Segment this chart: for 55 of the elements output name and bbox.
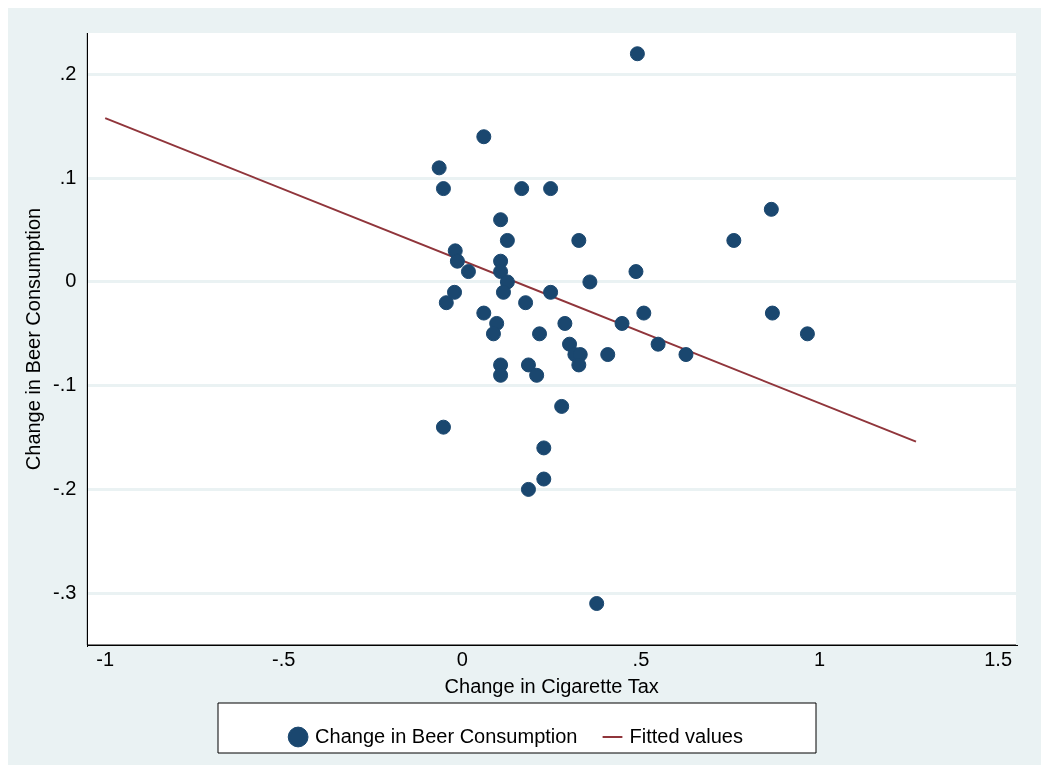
x-axis-title: Change in Cigarette Tax	[444, 674, 659, 697]
point	[499, 232, 515, 248]
point	[726, 232, 742, 248]
point	[476, 129, 492, 145]
y-tick-label: .2	[59, 62, 77, 85]
y-tick-label: -.2	[53, 476, 77, 499]
point	[678, 347, 694, 363]
point	[514, 181, 530, 197]
y-axis-title: Change in Beer Consumption	[21, 207, 44, 471]
point	[636, 305, 652, 321]
y-tick-label: -.3	[53, 580, 77, 603]
point	[532, 326, 548, 342]
point	[438, 295, 454, 311]
point	[460, 264, 476, 280]
y-tick-label: .1	[59, 165, 77, 188]
point	[543, 181, 559, 197]
point	[431, 160, 447, 176]
x-tick-label: .5	[632, 647, 650, 670]
point	[628, 264, 644, 280]
point	[614, 315, 630, 331]
legend-label: Change in Beer Consumption	[315, 724, 578, 747]
y-tick-label: -.1	[53, 373, 77, 396]
y-tick-label: 0	[65, 269, 77, 292]
point	[650, 336, 666, 352]
point	[589, 596, 605, 612]
point	[536, 440, 552, 456]
point	[764, 305, 780, 321]
point	[447, 284, 463, 300]
point	[557, 315, 573, 331]
point	[495, 284, 511, 300]
point	[582, 274, 598, 290]
point	[435, 419, 451, 435]
point	[536, 471, 552, 487]
x-tick-label: 0	[456, 647, 468, 670]
point	[629, 46, 645, 62]
point	[600, 347, 616, 363]
point	[518, 295, 534, 311]
point	[435, 181, 451, 197]
point	[485, 326, 501, 342]
point	[554, 398, 570, 414]
point	[520, 481, 536, 497]
point	[763, 201, 779, 217]
x-tick-label: 1.5	[984, 647, 1013, 670]
x-tick-label: 1	[813, 647, 826, 670]
point	[543, 284, 559, 300]
point	[799, 326, 815, 342]
point	[449, 253, 465, 269]
point	[493, 212, 509, 228]
legend-label: Fitted values	[629, 724, 743, 747]
point	[520, 357, 536, 373]
point	[476, 305, 492, 321]
point	[529, 367, 545, 383]
point	[571, 232, 587, 248]
x-tick-label: -1	[96, 647, 115, 670]
x-tick-label: -.5	[272, 647, 296, 670]
